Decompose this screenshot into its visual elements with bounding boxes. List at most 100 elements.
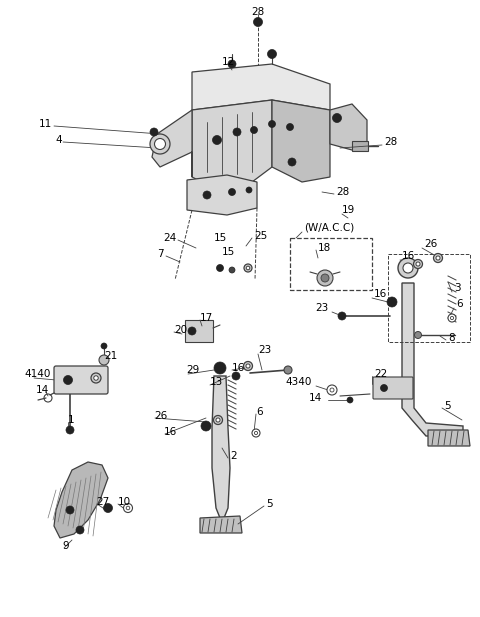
Circle shape bbox=[104, 503, 112, 513]
Polygon shape bbox=[200, 516, 242, 533]
Circle shape bbox=[413, 260, 422, 268]
Text: 7: 7 bbox=[157, 249, 164, 259]
Text: 24: 24 bbox=[163, 233, 176, 243]
Polygon shape bbox=[192, 64, 330, 110]
Text: 26: 26 bbox=[154, 411, 167, 421]
Circle shape bbox=[99, 355, 109, 365]
Circle shape bbox=[254, 431, 258, 434]
Circle shape bbox=[398, 258, 418, 278]
Circle shape bbox=[246, 266, 250, 270]
Text: 23: 23 bbox=[258, 345, 271, 355]
FancyBboxPatch shape bbox=[54, 366, 108, 394]
Polygon shape bbox=[192, 100, 272, 187]
Circle shape bbox=[317, 270, 333, 286]
Text: 27: 27 bbox=[96, 497, 109, 507]
Text: 17: 17 bbox=[200, 313, 213, 323]
Text: 14: 14 bbox=[309, 393, 322, 403]
Text: 6: 6 bbox=[456, 299, 463, 309]
Polygon shape bbox=[330, 104, 367, 150]
Polygon shape bbox=[212, 376, 230, 523]
Circle shape bbox=[228, 60, 236, 68]
Text: 26: 26 bbox=[424, 239, 437, 249]
Circle shape bbox=[448, 314, 456, 322]
Circle shape bbox=[216, 265, 224, 271]
Polygon shape bbox=[402, 283, 463, 436]
Circle shape bbox=[252, 429, 260, 437]
Circle shape bbox=[214, 415, 223, 424]
Text: 11: 11 bbox=[39, 119, 52, 129]
Circle shape bbox=[284, 366, 292, 374]
Circle shape bbox=[66, 426, 74, 434]
Text: (W/A.C.C): (W/A.C.C) bbox=[304, 223, 354, 233]
Circle shape bbox=[330, 388, 334, 392]
Text: 14: 14 bbox=[36, 385, 49, 395]
Circle shape bbox=[267, 49, 276, 59]
Circle shape bbox=[347, 397, 353, 403]
Text: 10: 10 bbox=[118, 497, 131, 507]
Circle shape bbox=[66, 506, 74, 514]
Circle shape bbox=[76, 526, 84, 534]
Circle shape bbox=[436, 256, 440, 260]
Polygon shape bbox=[428, 430, 470, 446]
Circle shape bbox=[201, 421, 211, 431]
Text: 4140: 4140 bbox=[24, 369, 50, 379]
Circle shape bbox=[381, 384, 387, 392]
Polygon shape bbox=[187, 175, 257, 215]
Text: 9: 9 bbox=[62, 541, 69, 551]
Text: 16: 16 bbox=[232, 363, 245, 373]
Circle shape bbox=[287, 123, 293, 131]
Text: 8: 8 bbox=[448, 333, 455, 343]
Circle shape bbox=[387, 297, 397, 307]
Circle shape bbox=[338, 312, 346, 320]
Text: 1: 1 bbox=[68, 415, 74, 425]
Polygon shape bbox=[352, 141, 368, 151]
Circle shape bbox=[203, 191, 211, 199]
Circle shape bbox=[251, 126, 257, 133]
Text: 5: 5 bbox=[266, 499, 273, 509]
Polygon shape bbox=[185, 320, 213, 342]
Circle shape bbox=[213, 136, 221, 144]
Text: 21: 21 bbox=[104, 351, 117, 361]
Text: 16: 16 bbox=[402, 251, 415, 261]
Text: 28: 28 bbox=[336, 187, 349, 197]
Circle shape bbox=[94, 376, 98, 380]
Circle shape bbox=[214, 362, 226, 374]
Circle shape bbox=[123, 503, 132, 513]
Text: 29: 29 bbox=[186, 365, 199, 375]
Polygon shape bbox=[54, 462, 108, 538]
Text: 20: 20 bbox=[174, 325, 187, 335]
Circle shape bbox=[216, 418, 220, 422]
Circle shape bbox=[415, 331, 421, 339]
Circle shape bbox=[150, 134, 170, 154]
Text: 6: 6 bbox=[256, 407, 263, 417]
Circle shape bbox=[253, 17, 263, 27]
Circle shape bbox=[243, 362, 252, 370]
Circle shape bbox=[233, 128, 241, 136]
Text: 18: 18 bbox=[318, 243, 331, 253]
Circle shape bbox=[333, 114, 341, 123]
FancyBboxPatch shape bbox=[373, 377, 413, 399]
Circle shape bbox=[155, 138, 166, 149]
Circle shape bbox=[246, 187, 252, 193]
Circle shape bbox=[91, 373, 101, 383]
Circle shape bbox=[150, 128, 158, 136]
Text: 12: 12 bbox=[221, 57, 235, 67]
Polygon shape bbox=[272, 100, 330, 182]
Polygon shape bbox=[152, 110, 192, 177]
Text: 25: 25 bbox=[254, 231, 267, 241]
Circle shape bbox=[268, 120, 276, 128]
Circle shape bbox=[63, 376, 72, 384]
Text: 16: 16 bbox=[164, 427, 177, 437]
Circle shape bbox=[416, 262, 420, 266]
Text: 3: 3 bbox=[454, 283, 461, 293]
FancyBboxPatch shape bbox=[290, 238, 372, 290]
Text: 5: 5 bbox=[444, 401, 451, 411]
Circle shape bbox=[288, 158, 296, 166]
Circle shape bbox=[321, 274, 329, 282]
Circle shape bbox=[403, 263, 413, 273]
Circle shape bbox=[188, 327, 196, 335]
Circle shape bbox=[126, 506, 130, 510]
Circle shape bbox=[232, 372, 240, 380]
Circle shape bbox=[101, 343, 107, 349]
Text: 15: 15 bbox=[222, 247, 235, 257]
